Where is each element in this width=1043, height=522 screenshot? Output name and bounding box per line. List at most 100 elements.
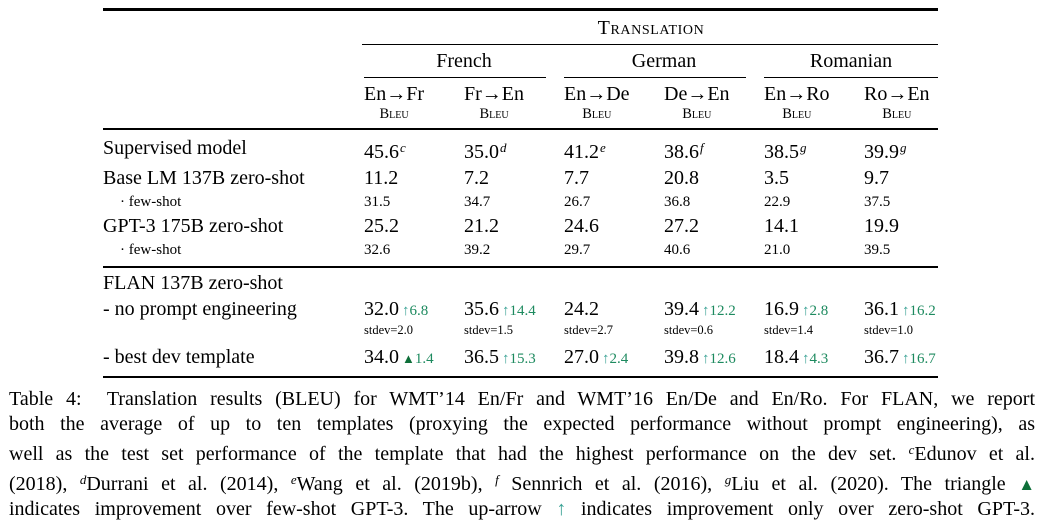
improvement-delta: 2.8 (809, 302, 829, 319)
language-group-header-row: French German Romanian (103, 45, 938, 77)
up-arrow-icon: ↑ (702, 302, 710, 319)
table-row-gpt3-few-shot: · few-shot 32.6 39.2 29.7 40.6 21.0 39.5 (103, 239, 938, 261)
improvement-delta: 1.4 (414, 350, 434, 367)
bleu-value-cell: 38.6f (664, 140, 704, 164)
row-label: · few-shot (120, 242, 182, 259)
bleu-value-cell: 39.9g (864, 140, 907, 164)
bleu-value-cell: 39.4 ↑12.2 stdev=0.6 (664, 297, 764, 337)
bleu-value-cell: 39.5 (864, 242, 891, 259)
row-label: Supervised model (103, 137, 247, 160)
stdev-note: stdev=1.4 (764, 322, 814, 337)
bleu-value-cell: 35.0d (464, 140, 507, 164)
improvement-delta: 4.3 (809, 350, 829, 367)
bleu-value-cell: 22.9 (764, 194, 791, 211)
row-label: Base LM 137B zero-shot (103, 167, 305, 190)
stdev-note: stdev=1.0 (864, 322, 914, 337)
citation-superscript: e (600, 140, 606, 156)
corner-spacer (103, 45, 364, 78)
bleu-value-cell: 25.2 (364, 215, 399, 238)
improvement-delta: 2.4 (609, 350, 629, 367)
citation-superscript: f (495, 472, 499, 487)
corner-spacer (103, 82, 364, 123)
bleu-value-cell: 39.2 (464, 242, 491, 259)
bleu-value-cell: 19.9 (864, 215, 899, 238)
bleu-value-cell: 7.7 (564, 167, 589, 190)
citation-superscript: e (290, 472, 297, 487)
bleu-label: Bleu (479, 105, 509, 122)
header-body-rule (103, 127, 938, 131)
french-group-rule (364, 76, 546, 78)
bleu-value-cell: 40.6 (664, 242, 691, 259)
corner-spacer (103, 77, 364, 78)
up-arrow-icon: ↑ (902, 302, 910, 319)
column-header-row: En→Fr Bleu Fr→En Bleu En→De Bleu De→En Bleu … (103, 78, 938, 128)
bleu-value-cell: 21.0 (764, 242, 791, 259)
up-arrow-icon: ↑ (802, 350, 810, 367)
romanian-group-rule (764, 76, 938, 78)
table-row-flan-no-prompt-engineering: - no prompt engineering 32.0 ↑6.8 stdev=2… (103, 297, 938, 337)
citation-superscript: c (400, 140, 406, 156)
row-label: - no prompt engineering (103, 297, 297, 320)
column-header-en-ro: En→Ro Bleu (764, 82, 830, 122)
bleu-value-cell: 36.1 ↑16.2 stdev=1.0 (864, 297, 938, 337)
bleu-value-cell: 3.5 (764, 167, 789, 190)
translation-results-table: Translation French German Romanian En→Fr… (103, 8, 938, 379)
group-header-german: German (631, 49, 697, 72)
bleu-value-cell: 18.4 ↑4.3 (764, 345, 829, 368)
up-arrow-icon: ↑ (502, 350, 510, 367)
bleu-value-cell: 45.6c (364, 140, 406, 164)
bleu-value-cell: 24.6 (564, 215, 599, 238)
triangle-icon: ▲ (1018, 475, 1036, 494)
triangle-icon: ▲ (402, 350, 415, 366)
row-label: · few-shot (120, 194, 182, 211)
translation-underline-rule (362, 43, 938, 45)
bleu-value-cell: 32.0 ↑6.8 stdev=2.0 (364, 297, 464, 337)
caption-line-5: indicates improvement over few-shot GPT-… (9, 498, 1035, 520)
bleu-value-cell: 34.0 ▲1.4 (364, 345, 434, 368)
bleu-label: Bleu (682, 105, 712, 122)
bleu-label: Bleu (379, 105, 409, 122)
up-arrow-icon: ↑ (402, 302, 410, 319)
bleu-label: Bleu (882, 105, 912, 122)
improvement-delta: 12.6 (709, 350, 736, 367)
citation-superscript: d (79, 472, 87, 487)
stdev-note: stdev=0.6 (664, 322, 714, 337)
up-arrow-icon: ↑ (702, 350, 710, 367)
table-row-flan-header: FLAN 137B zero-shot (103, 271, 283, 294)
citation-superscript: g (724, 472, 732, 487)
bleu-value-cell: 35.6 ↑14.4 stdev=1.5 (464, 297, 564, 337)
table-row-supervised: Supervised model 45.6c 35.0d 41.2e 38.6f… (103, 135, 938, 165)
bleu-label: Bleu (782, 105, 812, 122)
caption-line-4: (2018), dDurrani et al. (2014), eWang et… (9, 472, 1036, 495)
bleu-value-cell: 21.2 (464, 215, 499, 238)
table-row-gpt3-zero-shot: GPT-3 175B zero-shot 25.2 21.2 24.6 27.2… (103, 213, 938, 239)
bleu-value-cell: 31.5 (364, 194, 391, 211)
bleu-value-cell: 36.8 (664, 194, 691, 211)
caption-line-2: both the average of up to ten templates … (9, 413, 1035, 435)
bleu-value-cell: 26.7 (564, 194, 591, 211)
translation-title: Translation (597, 16, 705, 39)
table-row-base-lm-few-shot: · few-shot 31.5 34.7 26.7 36.8 22.9 37.5 (103, 191, 938, 213)
improvement-delta: 16.2 (909, 302, 936, 319)
bleu-value-cell: 32.6 (364, 242, 391, 259)
table-bottom-rule (103, 375, 938, 379)
up-arrow-icon: ↑ (556, 498, 567, 520)
table-section-header: Translation (364, 11, 938, 44)
bleu-value-cell: 36.5 ↑15.3 (464, 345, 536, 368)
bleu-value-cell: 16.9 ↑2.8 stdev=1.4 (764, 297, 864, 337)
table-row-flan-best-dev-template: - best dev template 34.0 ▲1.4 36.5 ↑15.3 2… (103, 344, 938, 372)
bleu-value-cell: 36.7 ↑16.7 (864, 345, 936, 368)
bleu-value-cell: 11.2 (364, 167, 399, 190)
row-label: - best dev template (103, 345, 255, 368)
bleu-value-cell: 29.7 (564, 242, 591, 259)
flan-section: FLAN 137B zero-shot - no prompt engineer… (103, 268, 938, 376)
table-caption: Table 4: Translation results (BLEU) for … (9, 387, 1035, 522)
bleu-value-cell: 20.8 (664, 167, 699, 190)
citation-superscript: d (500, 140, 507, 156)
citation-superscript: c (908, 442, 915, 457)
improvement-delta: 15.3 (509, 350, 536, 367)
stdev-note: stdev=1.5 (464, 322, 514, 337)
stdev-note: stdev=2.7 (564, 322, 614, 337)
citation-superscript: f (700, 140, 704, 156)
